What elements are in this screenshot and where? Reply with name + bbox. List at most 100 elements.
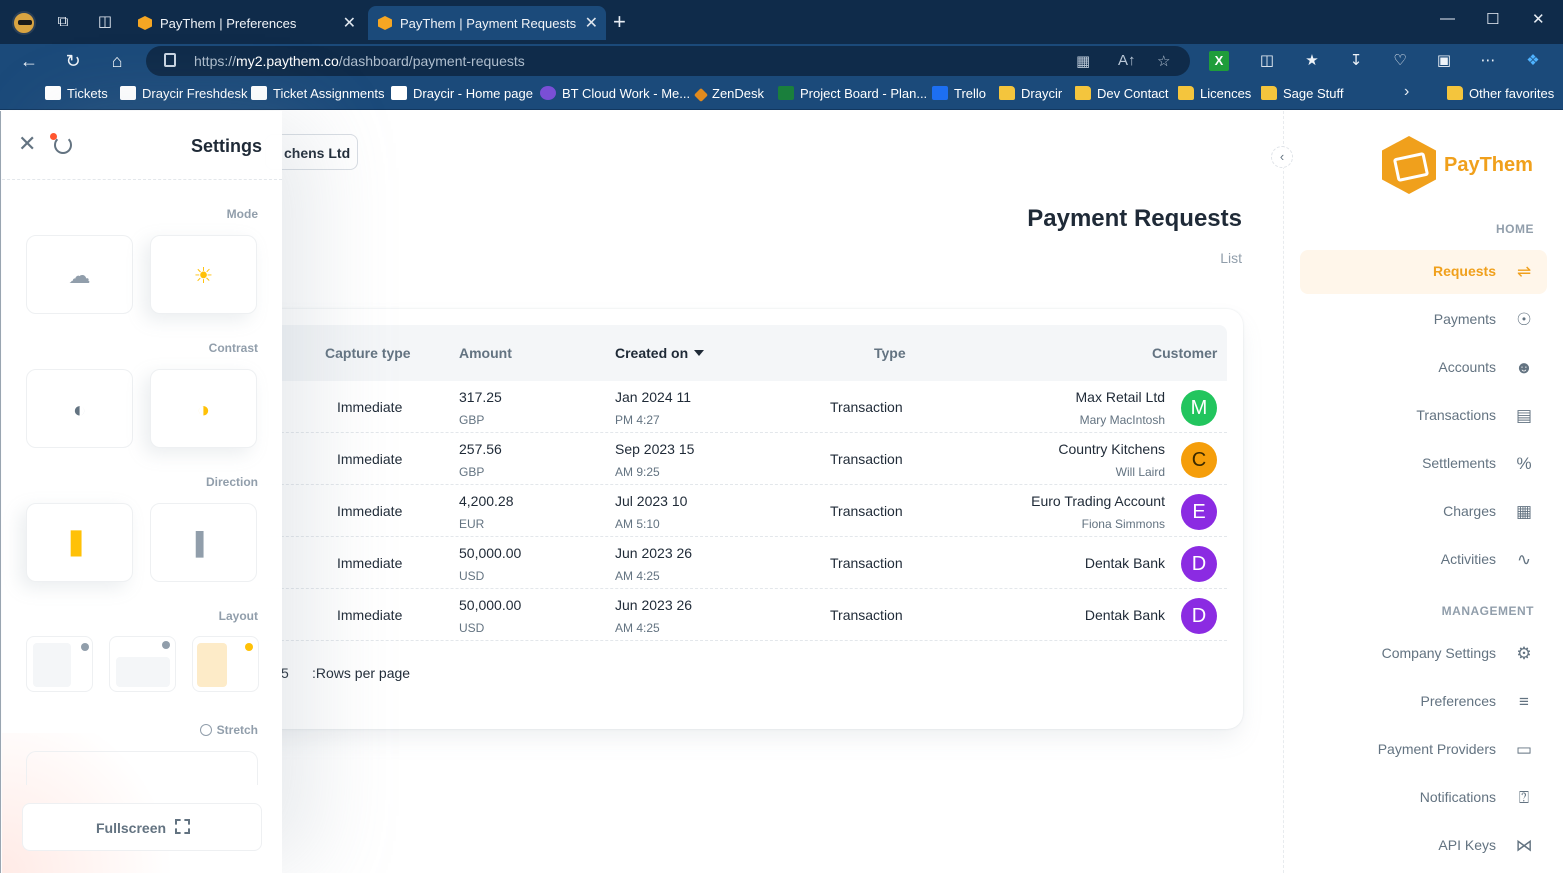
- nav-item-settlements[interactable]: Settlements %: [1300, 442, 1547, 486]
- layout-mini-option[interactable]: [192, 636, 259, 692]
- chevron-right-icon[interactable]: ›: [1404, 83, 1410, 100]
- contrast-bold-option[interactable]: ◑: [150, 369, 257, 448]
- bookmark-bt-cloud[interactable]: BT Cloud Work - Me...: [540, 85, 690, 103]
- layout-horizontal-option[interactable]: [109, 636, 176, 692]
- reset-icon[interactable]: [54, 136, 72, 154]
- rows-per-page-label: :Rows per page: [312, 665, 411, 681]
- column-type[interactable]: Type: [874, 345, 906, 361]
- nav-item-activities[interactable]: Activities ∿: [1300, 538, 1547, 582]
- close-tab-icon[interactable]: ✕: [342, 15, 356, 32]
- tab-preferences[interactable]: PayThem | Preferences ✕: [128, 6, 364, 40]
- contrast-default-option[interactable]: ◐: [26, 369, 133, 448]
- fullscreen-button[interactable]: Fullscreen: [22, 803, 262, 851]
- bookmark-folder-licences[interactable]: Licences: [1178, 85, 1251, 103]
- column-amount[interactable]: Amount: [459, 345, 512, 361]
- folder-icon: [1447, 86, 1463, 100]
- fullscreen-label: Fullscreen: [96, 820, 167, 836]
- profile-avatar[interactable]: [12, 11, 36, 35]
- refresh-icon[interactable]: ↻: [65, 51, 81, 71]
- bookmark-folder-draycir[interactable]: Draycir: [999, 85, 1062, 103]
- direction-rtl-option[interactable]: ▋: [26, 503, 133, 582]
- folder-icon: [1075, 86, 1091, 100]
- column-customer[interactable]: Customer: [1152, 345, 1218, 361]
- sort-desc-icon[interactable]: [694, 350, 705, 356]
- mode-light-option[interactable]: ☀: [150, 235, 257, 314]
- close-window-icon[interactable]: ✕: [1532, 11, 1545, 28]
- folder-icon: [1178, 86, 1194, 100]
- created-date-cell: Jul 2023 10: [615, 493, 688, 509]
- downloads-icon[interactable]: ↧: [1349, 52, 1363, 69]
- column-created-on[interactable]: Created on: [615, 345, 705, 361]
- back-icon[interactable]: ←: [20, 51, 38, 71]
- table-row[interactable]: Immediate 50,000.00 USD Jun 2023 26 AM 4…: [221, 537, 1227, 589]
- stretch-option[interactable]: [26, 751, 258, 785]
- layout-vertical-option[interactable]: [26, 636, 93, 692]
- more-menu-icon[interactable]: ⋯: [1480, 52, 1496, 69]
- table-row[interactable]: Immediate 50,000.00 USD Jun 2023 26 AM 4…: [221, 589, 1227, 641]
- bookmark-draycir-freshdesk[interactable]: Draycir Freshdesk: [120, 85, 247, 103]
- info-icon[interactable]: [199, 724, 212, 736]
- bookmark-tickets[interactable]: Tickets: [45, 85, 108, 103]
- customer-name-cell: Dentak Bank: [1084, 555, 1165, 571]
- tab-payment-requests[interactable]: PayThem | Payment Requests ✕: [368, 6, 606, 40]
- bookmark-project-board[interactable]: Project Board - Plan...: [778, 85, 927, 103]
- draycir-icon: [251, 86, 267, 100]
- close-icon[interactable]: ✕: [18, 131, 37, 156]
- screenshot-icon[interactable]: ▣: [1436, 52, 1452, 69]
- tab-actions-icon[interactable]: ◫: [97, 13, 113, 30]
- lock-icon[interactable]: [164, 53, 176, 67]
- bookmark-draycir-home[interactable]: Draycir - Home page: [391, 85, 533, 103]
- nav-item-transactions[interactable]: Transactions ▤: [1300, 394, 1547, 438]
- fullscreen-icon: [175, 819, 190, 834]
- nav-item-payment-providers[interactable]: Payment Providers ▭: [1300, 728, 1547, 772]
- split-screen-icon[interactable]: ◫: [1259, 52, 1275, 69]
- bookmark-other-favorites[interactable]: Other favorites: [1447, 85, 1554, 103]
- home-icon[interactable]: ⌂: [111, 51, 123, 71]
- browser-essentials-icon[interactable]: ♡: [1393, 52, 1407, 69]
- nav-item-accounts[interactable]: Accounts ☻: [1300, 346, 1547, 390]
- nav-item-company-settings[interactable]: Company Settings ⚙: [1300, 632, 1547, 676]
- bookmark-zendesk[interactable]: ZenDesk: [693, 85, 764, 103]
- table-row[interactable]: Immediate 317.25 GBP Jan 2024 11 PM 4:27…: [221, 381, 1227, 433]
- close-tab-icon[interactable]: ✕: [584, 15, 598, 32]
- excel-extension-icon[interactable]: X: [1209, 51, 1229, 71]
- mode-dark-option[interactable]: ☁: [26, 235, 133, 314]
- rows-per-page-select[interactable]: 5: [281, 665, 289, 681]
- collapse-nav-button[interactable]: ‹: [1271, 146, 1293, 168]
- paythem-logo-icon[interactable]: [1382, 136, 1436, 194]
- tab-label: PayThem | Preferences: [160, 16, 297, 31]
- copilot-icon[interactable]: ❖: [1526, 52, 1540, 69]
- new-tab-button[interactable]: +: [613, 9, 626, 34]
- workspaces-icon[interactable]: ⧉: [57, 13, 69, 30]
- cloud-moon-icon: ☁: [68, 263, 91, 288]
- created-date-cell: Jun 2023 26: [615, 545, 693, 561]
- nav-item-api-keys[interactable]: API Keys ⋈: [1300, 824, 1547, 868]
- table-row[interactable]: Immediate 4,200.28 EUR Jul 2023 10 AM 5:…: [221, 485, 1227, 537]
- bookmark-trello[interactable]: Trello: [932, 85, 986, 103]
- created-date-cell: Sep 2023 15: [615, 441, 695, 457]
- bookmark-ticket-assignments[interactable]: Ticket Assignments: [251, 85, 385, 103]
- read-aloud-icon[interactable]: A↑: [1118, 52, 1136, 69]
- section-contrast: Contrast: [208, 341, 258, 355]
- nav-item-charges[interactable]: Charges ▦: [1300, 490, 1547, 534]
- trello-icon: [932, 86, 948, 100]
- maximize-icon[interactable]: ☐: [1486, 11, 1500, 28]
- section-stretch: Stretch: [199, 723, 258, 737]
- favorite-star-icon[interactable]: ☆: [1157, 53, 1171, 70]
- nav-item-payments[interactable]: Payments ☉: [1300, 298, 1547, 342]
- favorites-icon[interactable]: ★: [1305, 52, 1319, 69]
- table-row[interactable]: Immediate 257.56 GBP Sep 2023 15 AM 9:25…: [221, 433, 1227, 485]
- nav-item-preferences[interactable]: Preferences ≡: [1300, 680, 1547, 724]
- bookmark-folder-sage-stuff[interactable]: Sage Stuff: [1261, 85, 1343, 103]
- nav-item-requests[interactable]: Requests ⇌: [1300, 250, 1547, 294]
- brand-name[interactable]: PayThem: [1444, 154, 1533, 176]
- bookmark-folder-dev-contact[interactable]: Dev Contact: [1075, 85, 1169, 103]
- column-capture-type[interactable]: Capture type: [325, 345, 411, 361]
- direction-ltr-option[interactable]: ▌: [150, 503, 257, 582]
- customer-name-cell: Country Kitchens: [1058, 441, 1165, 457]
- nav-item-notifications[interactable]: Notifications ⍰: [1300, 776, 1547, 820]
- apps-icon[interactable]: ▦: [1076, 53, 1091, 70]
- nav-item-label: Requests: [1432, 263, 1496, 279]
- url-field[interactable]: https://my2.paythem.co/dashboard/payment…: [146, 46, 1190, 76]
- minimize-icon[interactable]: —: [1440, 10, 1455, 27]
